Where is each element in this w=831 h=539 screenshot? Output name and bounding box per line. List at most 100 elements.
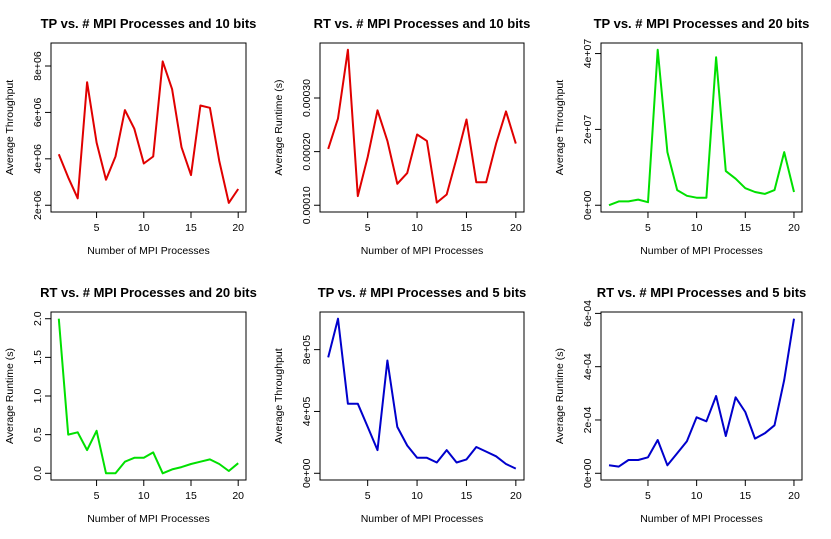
data-point [666,464,668,466]
x-tick-label: 10 [138,490,150,502]
data-point [357,195,359,197]
x-tick-label: 20 [788,490,800,502]
data-point [105,472,107,474]
series-line [57,60,240,204]
data-point [686,440,688,442]
data-point [218,463,220,465]
x-tick-label: 15 [739,490,751,502]
data-point [357,403,359,405]
data-point [115,472,117,474]
chart-panel-5: TP vs. # MPI Processes and 5 bits 5 10 15 20… [273,285,526,525]
data-point [676,189,678,191]
plot-frame [319,311,525,481]
data-point [162,60,164,62]
x-tick-label: 20 [510,490,522,502]
data-point [705,420,707,422]
data-point [647,456,649,458]
y-tick-label: 0e+00 [582,458,594,488]
y-tick-label: 8e+06 [32,51,44,81]
x-axis-label: Number of MPI Processes [640,245,763,257]
x-tick-label: 20 [788,222,800,234]
data-point [725,435,727,437]
data-point [735,396,737,398]
data-point [426,457,428,459]
x-tick-label: 5 [94,222,100,234]
data-point [793,191,795,193]
data-point [58,153,60,155]
y-tick-label: 0.5 [32,427,44,442]
data-point [171,468,173,470]
y-tick-label: 0e+00 [301,458,313,488]
data-point [190,174,192,176]
data-point [446,449,448,451]
data-point [744,411,746,413]
data-point [725,170,727,172]
data-point [657,439,659,441]
chart-title: RT vs. # MPI Processes and 5 bits [597,285,807,300]
data-point [124,109,126,111]
data-point [475,446,477,448]
data-point [96,142,98,144]
data-point [456,462,458,464]
data-point [608,204,610,206]
y-axis-label: Average Runtime (s) [554,348,566,444]
x-tick-label: 15 [185,490,197,502]
y-tick-label: 0.0 [32,466,44,481]
data-point [793,318,795,320]
data-point [115,156,117,158]
x-axis-label: Number of MPI Processes [361,245,484,257]
x-tick-label: 10 [411,222,423,234]
series-line [57,318,239,475]
x-tick-label: 20 [232,222,244,234]
data-point [152,451,154,453]
data-point [162,472,164,474]
data-point [696,416,698,418]
data-point [86,81,88,83]
data-point [396,426,398,428]
data-point [637,459,639,461]
data-point [237,188,239,190]
plot-frame [600,42,803,213]
data-point [171,88,173,90]
y-tick-label: 0.00010 [301,186,313,224]
data-point [228,470,230,472]
x-axis-label: Number of MPI Processes [640,513,763,525]
x-tick-label: 5 [645,222,651,234]
data-point [735,178,737,180]
y-tick-label: 6e-04 [582,300,594,327]
y-axis-label: Average Runtime (s) [273,79,285,175]
data-point [515,468,517,470]
data-point [237,462,239,464]
data-point [347,49,349,51]
y-tick-label: 2.0 [32,311,44,326]
y-axis-label: Average Throughput [4,80,16,175]
series-line [327,317,517,470]
data-point [218,160,220,162]
data-point [209,107,211,109]
data-point [347,403,349,405]
y-tick-label: 1.5 [32,350,44,365]
data-point [416,134,418,136]
y-axis-label: Average Runtime (s) [4,348,16,444]
data-point [495,143,497,145]
data-point [505,463,507,465]
y-tick-label: 8e+05 [301,335,313,365]
chart-title: TP vs. # MPI Processes and 10 bits [41,16,257,31]
data-point [337,318,339,320]
x-tick-label: 10 [411,490,423,502]
y-tick-label: 4e+05 [301,397,313,427]
data-point [754,438,756,440]
data-point [133,128,135,130]
data-point [436,462,438,464]
data-point [377,109,379,111]
x-tick-label: 10 [138,222,150,234]
data-point [618,466,620,468]
data-point [515,143,517,145]
data-point [190,463,192,465]
data-point [181,466,183,468]
chart-panel-3: TP vs. # MPI Processes and 20 bits 5 10 15 2… [554,16,809,257]
data-point [705,197,707,199]
series-line [608,318,795,468]
data-point [608,464,610,466]
y-tick-label: 4e+07 [582,39,594,69]
